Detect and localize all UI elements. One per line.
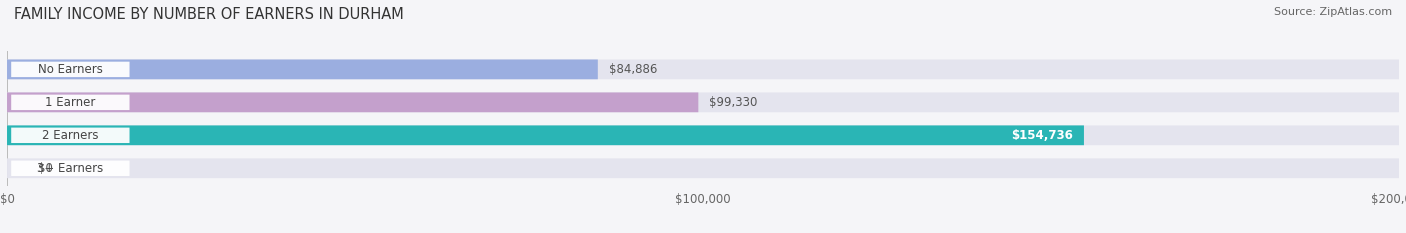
Text: 1 Earner: 1 Earner: [45, 96, 96, 109]
Text: 2 Earners: 2 Earners: [42, 129, 98, 142]
Text: 3+ Earners: 3+ Earners: [37, 162, 104, 175]
Text: $0: $0: [38, 162, 52, 175]
FancyBboxPatch shape: [11, 128, 129, 143]
FancyBboxPatch shape: [7, 59, 598, 79]
FancyBboxPatch shape: [7, 125, 1399, 145]
Text: $99,330: $99,330: [710, 96, 758, 109]
FancyBboxPatch shape: [7, 93, 1399, 112]
Text: No Earners: No Earners: [38, 63, 103, 76]
FancyBboxPatch shape: [7, 59, 1399, 79]
Text: $84,886: $84,886: [609, 63, 658, 76]
Text: $154,736: $154,736: [1011, 129, 1073, 142]
Text: FAMILY INCOME BY NUMBER OF EARNERS IN DURHAM: FAMILY INCOME BY NUMBER OF EARNERS IN DU…: [14, 7, 404, 22]
FancyBboxPatch shape: [7, 125, 1084, 145]
FancyBboxPatch shape: [11, 95, 129, 110]
Text: Source: ZipAtlas.com: Source: ZipAtlas.com: [1274, 7, 1392, 17]
FancyBboxPatch shape: [7, 93, 699, 112]
FancyBboxPatch shape: [11, 62, 129, 77]
FancyBboxPatch shape: [7, 158, 1399, 178]
FancyBboxPatch shape: [11, 161, 129, 176]
